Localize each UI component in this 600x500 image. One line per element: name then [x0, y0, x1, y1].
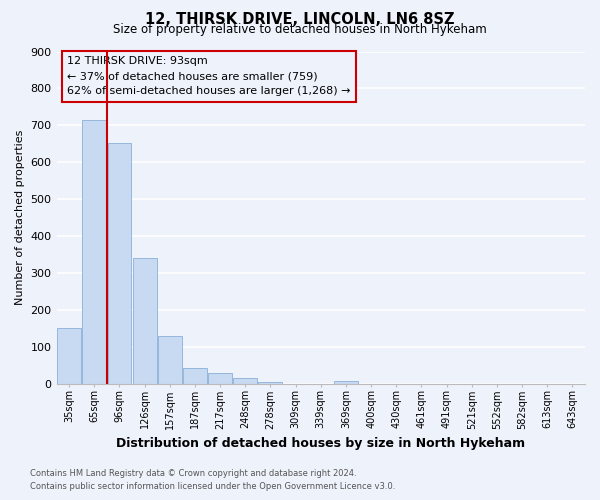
X-axis label: Distribution of detached houses by size in North Hykeham: Distribution of detached houses by size … — [116, 437, 526, 450]
Bar — [233, 378, 257, 384]
Bar — [57, 328, 81, 384]
Text: 12 THIRSK DRIVE: 93sqm
← 37% of detached houses are smaller (759)
62% of semi-de: 12 THIRSK DRIVE: 93sqm ← 37% of detached… — [67, 56, 350, 96]
Bar — [82, 120, 106, 384]
Text: 12, THIRSK DRIVE, LINCOLN, LN6 8SZ: 12, THIRSK DRIVE, LINCOLN, LN6 8SZ — [145, 12, 455, 28]
Bar — [107, 143, 131, 384]
Bar — [208, 372, 232, 384]
Bar — [259, 382, 283, 384]
Bar — [183, 368, 207, 384]
Bar — [133, 258, 157, 384]
Bar — [158, 336, 182, 384]
Text: Contains HM Land Registry data © Crown copyright and database right 2024.
Contai: Contains HM Land Registry data © Crown c… — [30, 470, 395, 491]
Bar — [334, 381, 358, 384]
Y-axis label: Number of detached properties: Number of detached properties — [15, 130, 25, 305]
Text: Size of property relative to detached houses in North Hykeham: Size of property relative to detached ho… — [113, 22, 487, 36]
